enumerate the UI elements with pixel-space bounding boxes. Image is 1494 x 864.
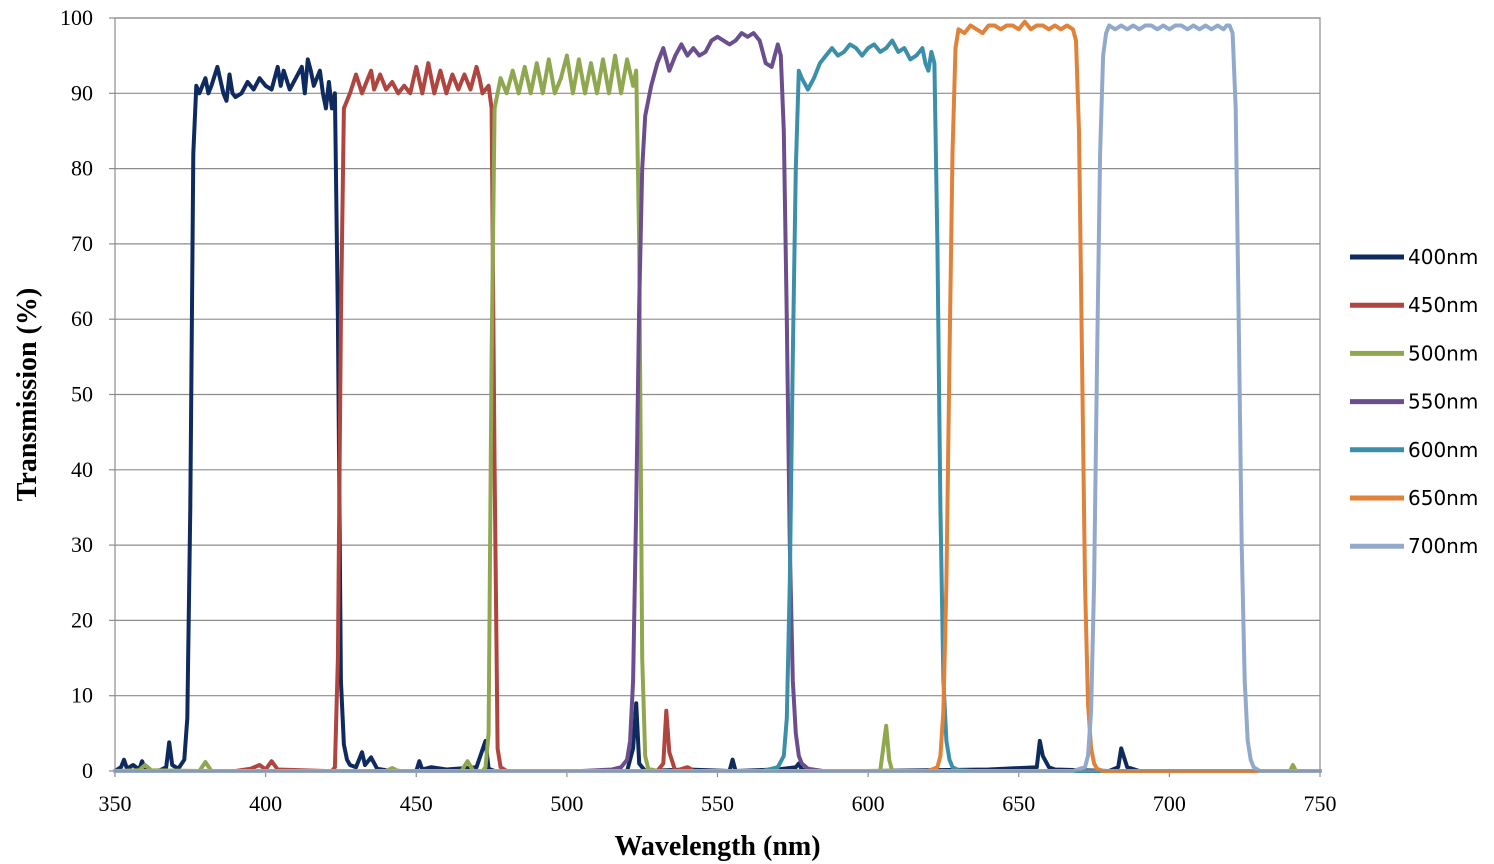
y-tick-label: 40 <box>71 457 93 482</box>
legend-label: 450nm <box>1408 293 1478 317</box>
x-tick-label: 350 <box>99 791 132 816</box>
legend: 400nm 450nm 500nm 550nm 600nm 650nm 700nm <box>1350 245 1478 558</box>
y-tick-label: 80 <box>71 156 93 181</box>
grid-lines <box>115 17 1320 772</box>
legend-label: 550nm <box>1408 390 1478 414</box>
x-tick-label: 450 <box>400 791 433 816</box>
y-tick-label: 30 <box>71 532 93 557</box>
y-tick-label: 70 <box>71 231 93 256</box>
y-axis-ticks: 0 10 20 30 40 50 60 70 80 90 100 <box>60 5 115 783</box>
x-axis-ticks: 350 400 450 500 550 600 650 700 750 <box>99 771 1337 816</box>
x-tick-label: 600 <box>852 791 885 816</box>
series-line-700nm <box>113 23 1322 773</box>
series-line-650nm <box>113 19 1322 773</box>
y-tick-label: 0 <box>82 758 93 783</box>
y-tick-label: 60 <box>71 306 93 331</box>
y-tick-label: 10 <box>71 683 93 708</box>
y-tick-label: 100 <box>60 5 93 30</box>
x-tick-label: 750 <box>1304 791 1337 816</box>
x-tick-label: 650 <box>1002 791 1035 816</box>
x-tick-label: 700 <box>1153 791 1186 816</box>
series-line-400nm <box>113 57 1322 773</box>
series-line-600nm <box>113 38 1322 773</box>
y-tick-label: 20 <box>71 607 93 632</box>
series-lines <box>113 19 1322 773</box>
legend-label: 600nm <box>1408 438 1478 462</box>
legend-label: 700nm <box>1408 534 1478 558</box>
x-tick-label: 400 <box>249 791 282 816</box>
legend-label: 400nm <box>1408 245 1478 269</box>
series-line-550nm <box>113 31 1322 773</box>
series-line-500nm <box>113 53 1322 773</box>
x-tick-label: 550 <box>701 791 734 816</box>
y-axis-title: Transmission (%) <box>12 288 43 501</box>
legend-label: 500nm <box>1408 341 1478 365</box>
y-tick-label: 50 <box>71 382 93 407</box>
series-line-450nm <box>113 61 1322 773</box>
plot-area-frame <box>114 17 1321 772</box>
legend-label: 650nm <box>1408 486 1478 510</box>
x-axis-title: Wavelength (nm) <box>614 831 820 862</box>
x-tick-label: 500 <box>550 791 583 816</box>
y-tick-label: 90 <box>71 80 93 105</box>
